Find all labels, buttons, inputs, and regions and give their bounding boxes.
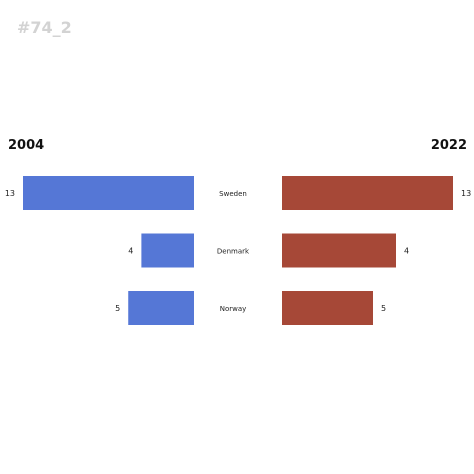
category-label-norway: Norway (220, 305, 247, 313)
value-label-left-denmark: 4 (128, 247, 133, 256)
value-label-left-norway: 5 (115, 304, 120, 313)
bar-right-sweden (282, 176, 453, 210)
right-series-label: 2022 (430, 138, 467, 153)
bar-left-norway (128, 291, 194, 325)
value-label-right-sweden: 13 (461, 189, 471, 198)
bar-left-sweden (23, 176, 194, 210)
value-label-left-sweden: 13 (5, 189, 15, 198)
chart-title: #74_2 (17, 18, 72, 37)
value-label-right-denmark: 4 (404, 247, 409, 256)
bar-right-denmark (282, 233, 396, 268)
category-label-sweden: Sweden (219, 190, 247, 198)
category-label-denmark: Denmark (217, 248, 250, 256)
bar-left-denmark (141, 233, 194, 268)
left-series-label: 2004 (8, 138, 45, 153)
value-label-right-norway: 5 (381, 304, 386, 313)
bar-right-norway (282, 291, 373, 325)
